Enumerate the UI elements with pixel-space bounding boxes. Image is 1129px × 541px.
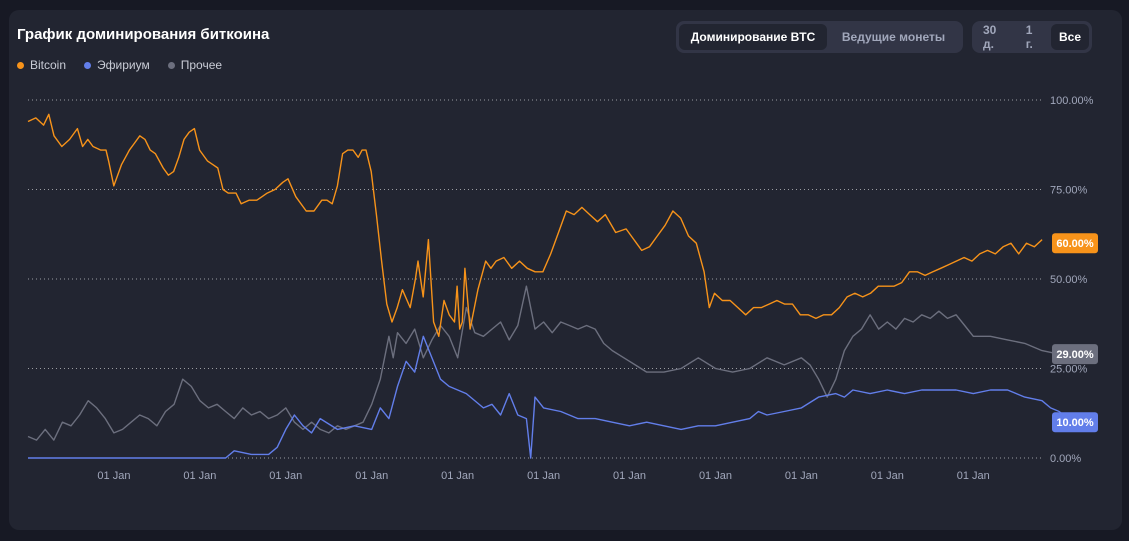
legend-item-ethereum[interactable]: Эфириум	[84, 58, 150, 72]
x-tick-label: 01 Jan	[613, 470, 646, 482]
y-tick-label: 75.00%	[1050, 185, 1088, 197]
x-tick-label: 01 Jan	[355, 470, 388, 482]
y-tick-label: 0.00%	[1050, 453, 1081, 465]
series-layer	[27, 113, 1086, 459]
y-tick-label: 50.00%	[1050, 274, 1088, 286]
tab-top-coins[interactable]: Ведущие монеты	[841, 30, 946, 44]
tab-btc-dominance[interactable]: Доминирование BTC	[679, 24, 827, 50]
svg-text:29.00%: 29.00%	[1056, 349, 1094, 361]
value-badge-bitcoin: 60.00%	[1052, 233, 1098, 254]
legend-dot-bitcoin	[17, 61, 24, 69]
range-toggle: 30 д. 1 г. Все	[972, 21, 1092, 53]
series-line-other[interactable]	[27, 285, 1086, 441]
value-badges: 60.00% 29.00% 10.00%	[1052, 233, 1098, 433]
x-tick-label: 01 Jan	[527, 470, 560, 482]
svg-text:60.00%: 60.00%	[1056, 238, 1094, 250]
range-all-button[interactable]: Все	[1050, 24, 1089, 50]
legend-dot-ethereum	[84, 61, 92, 69]
legend-dot-other	[167, 61, 175, 69]
y-tick-label: 100.00%	[1050, 95, 1094, 107]
x-axis: 01 Jan 01 Jan 01 Jan 01 Jan 01 Jan 01 Jan 01 J…	[97, 470, 989, 482]
legend-item-other[interactable]: Прочее	[167, 58, 223, 72]
legend-label-bitcoin: Bitcoin	[30, 58, 67, 72]
legend-label-other: Прочее	[180, 58, 223, 72]
value-badge-ethereum: 10.00%	[1052, 412, 1098, 433]
value-badge-other: 29.00%	[1052, 344, 1098, 365]
x-tick-label: 01 Jan	[441, 470, 474, 482]
series-line-ethereum[interactable]	[28, 335, 1077, 459]
x-tick-label: 01 Jan	[183, 470, 216, 482]
x-tick-label: 01 Jan	[871, 470, 904, 482]
y-tick-label: 25.00%	[1050, 364, 1088, 376]
svg-text:10.00%: 10.00%	[1056, 417, 1094, 429]
x-tick-label: 01 Jan	[957, 470, 990, 482]
series-line-bitcoin[interactable]	[27, 113, 1043, 337]
range-1y-button[interactable]: 1 г.	[1025, 23, 1033, 51]
y-axis: 100.00% 75.00% 50.00% 25.00% 0.00%	[1050, 95, 1094, 465]
x-tick-label: 01 Jan	[699, 470, 732, 482]
x-tick-label: 01 Jan	[269, 470, 302, 482]
legend-item-bitcoin[interactable]: Bitcoin	[17, 58, 66, 72]
range-30d-button[interactable]: 30 д.	[983, 23, 997, 51]
chart-legend: Bitcoin Эфириум Прочее	[17, 58, 222, 72]
x-tick-label: 01 Jan	[785, 470, 818, 482]
legend-label-ethereum: Эфириум	[97, 58, 150, 72]
x-tick-label: 01 Jan	[97, 470, 130, 482]
view-toggle: Доминирование BTC Ведущие монеты	[676, 21, 963, 53]
chart-title: График доминирования биткоина	[17, 26, 270, 43]
